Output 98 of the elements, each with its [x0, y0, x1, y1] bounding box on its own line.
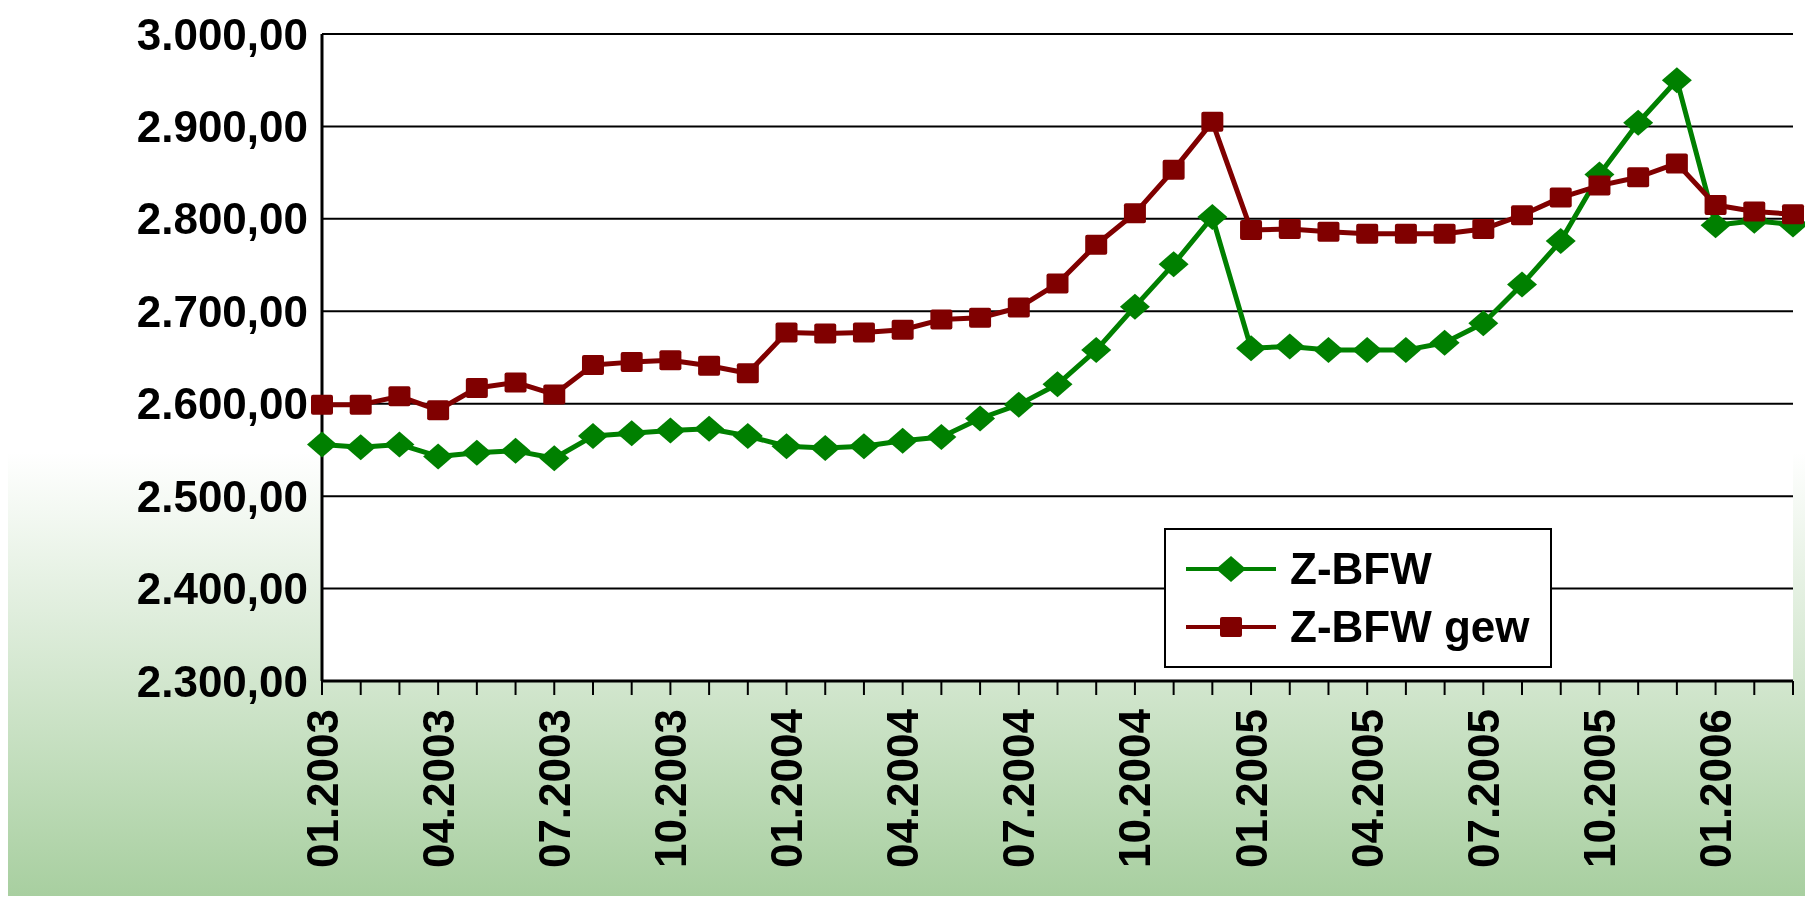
- point: [1507, 271, 1538, 298]
- x-tick-label: 07.2004: [994, 708, 1044, 869]
- point: [1236, 335, 1267, 362]
- y-tick-label: 2.700,00: [136, 286, 308, 336]
- point: [1468, 310, 1499, 337]
- point: [1390, 337, 1421, 364]
- point: [1782, 204, 1804, 225]
- point: [1278, 219, 1301, 240]
- point: [1085, 234, 1108, 255]
- legend-label: Z-BFW: [1290, 544, 1432, 594]
- point: [620, 352, 643, 373]
- point: [814, 323, 837, 344]
- y-tick-label: 2.400,00: [136, 564, 308, 614]
- point: [1472, 219, 1495, 240]
- point: [345, 434, 376, 461]
- point: [732, 423, 763, 450]
- point: [965, 405, 996, 432]
- x-tick-label: 10.2003: [645, 709, 695, 869]
- point: [1665, 153, 1688, 174]
- point: [1700, 212, 1731, 239]
- point: [852, 322, 875, 343]
- point: [1704, 194, 1727, 215]
- point: [775, 322, 798, 343]
- point: [539, 445, 570, 472]
- point: [423, 443, 454, 470]
- legend-label: Z-BFW gew: [1290, 602, 1530, 652]
- point: [311, 394, 333, 415]
- point: [1433, 223, 1456, 244]
- point: [427, 400, 450, 421]
- point: [500, 437, 531, 464]
- point: [926, 423, 957, 450]
- y-tick-label: 2.300,00: [136, 656, 308, 706]
- x-tick-label: 10.2004: [1110, 708, 1160, 869]
- point: [388, 386, 411, 407]
- point: [384, 431, 415, 458]
- x-tick-label: 07.2003: [529, 709, 579, 869]
- point: [616, 420, 647, 447]
- point: [1511, 205, 1534, 226]
- x-tick-label: 04.2003: [413, 709, 463, 869]
- point: [1627, 167, 1650, 188]
- point: [655, 417, 686, 444]
- point: [1313, 337, 1344, 364]
- y-tick-label: 3.000,00: [136, 9, 308, 59]
- point: [1623, 109, 1654, 136]
- point: [1042, 371, 1073, 398]
- y-tick-label: 2.800,00: [136, 194, 308, 244]
- point: [1240, 219, 1263, 240]
- point: [1352, 337, 1383, 364]
- point: [1588, 175, 1611, 196]
- x-tick-label: 04.2004: [878, 708, 928, 869]
- point: [349, 394, 372, 415]
- point: [1661, 67, 1692, 94]
- point: [698, 355, 721, 376]
- point: [1429, 329, 1460, 356]
- point: [1743, 201, 1766, 222]
- point: [461, 439, 492, 466]
- point: [771, 433, 802, 460]
- point: [659, 350, 682, 371]
- point: [1123, 203, 1146, 224]
- point: [1046, 273, 1069, 294]
- point: [848, 433, 879, 460]
- point: [1317, 221, 1340, 242]
- point: [1197, 204, 1228, 231]
- point: [969, 307, 992, 328]
- point: [1119, 293, 1150, 320]
- point: [465, 378, 488, 398]
- y-tick-label: 2.900,00: [136, 101, 308, 151]
- point: [736, 363, 759, 384]
- point: [1158, 251, 1189, 278]
- point: [1394, 223, 1417, 244]
- point: [504, 372, 527, 393]
- y-tick-label: 2.500,00: [136, 471, 308, 521]
- x-tick-label: 01.2003: [297, 709, 347, 869]
- point: [1274, 333, 1305, 360]
- point: [810, 435, 841, 462]
- point: [543, 384, 566, 405]
- point: [577, 423, 608, 450]
- x-tick-label: 04.2005: [1342, 709, 1392, 869]
- point: [694, 415, 725, 442]
- point: [930, 309, 953, 330]
- point: [1162, 159, 1185, 180]
- point: [1201, 111, 1224, 132]
- point: [1003, 391, 1034, 418]
- point: [1549, 187, 1572, 208]
- x-tick-label: 10.2005: [1574, 709, 1624, 869]
- point: [1545, 228, 1576, 255]
- point: [307, 431, 337, 458]
- point: [581, 354, 604, 375]
- point: [1007, 297, 1030, 318]
- point: [1356, 223, 1379, 244]
- point: [1081, 337, 1112, 364]
- x-tick-label: 01.2004: [762, 708, 812, 869]
- y-tick-label: 2.600,00: [136, 379, 308, 429]
- point: [891, 319, 914, 340]
- x-tick-label: 07.2005: [1458, 709, 1508, 869]
- x-tick-label: 01.2006: [1691, 709, 1741, 869]
- x-tick-label: 01.2005: [1226, 709, 1276, 869]
- point: [887, 427, 918, 454]
